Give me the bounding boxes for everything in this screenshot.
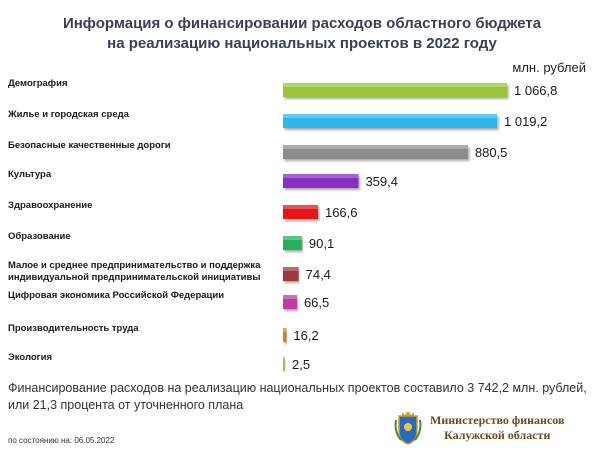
value-label: 90,1 xyxy=(309,236,334,251)
unit-label: млн. рублей xyxy=(512,60,586,75)
summary-text: Финансирование расходов на реализацию на… xyxy=(8,380,598,414)
chart-title-line-1: Информация о финансировании расходов обл… xyxy=(62,15,542,32)
bar xyxy=(283,295,297,309)
value-label: 74,4 xyxy=(306,267,331,282)
category-label: Цифровая экономика Российской Федерации xyxy=(8,290,224,301)
bar xyxy=(283,357,285,371)
summary-line-1: Финансирование расходов на реализацию на… xyxy=(8,381,587,395)
bar xyxy=(283,328,287,342)
bar-highlight xyxy=(283,295,297,299)
bar-highlight xyxy=(283,83,507,87)
category-label: Производительность труда xyxy=(8,323,139,334)
bar-highlight xyxy=(283,328,287,332)
bar xyxy=(283,83,507,97)
category-label: Малое и среднее предпринимательство и по… xyxy=(8,260,261,283)
bar-highlight xyxy=(283,145,468,149)
bar xyxy=(283,236,302,250)
ministry-name: Министерство финансов Калужской области xyxy=(430,413,564,443)
as-of-date: по состоянию на: 06.05.2022 xyxy=(8,436,115,445)
bar xyxy=(283,174,359,188)
bar xyxy=(283,145,468,159)
bar-highlight xyxy=(283,205,318,209)
value-label: 1 066,8 xyxy=(514,83,557,98)
value-label: 166,6 xyxy=(325,205,358,220)
summary-line-2: или 21,3 процента от уточненного плана xyxy=(8,398,244,412)
category-label: Безопасные качественные дороги xyxy=(8,140,171,151)
bar xyxy=(283,114,498,128)
category-label: Экология xyxy=(8,352,52,363)
bar-chart: Демография 1 066,8 Жилье и городская среда… xyxy=(7,78,557,372)
chart-title-line-2: на реализацию национальных проектов в 20… xyxy=(107,35,497,52)
category-label: Культура xyxy=(8,169,52,180)
ministry-line-1: Министерство финансов xyxy=(430,413,565,427)
bar xyxy=(283,205,318,219)
ministry-line-2: Калужской области xyxy=(444,428,551,442)
value-label: 880,5 xyxy=(475,145,508,160)
value-label: 1 019,2 xyxy=(504,114,547,129)
value-label: 66,5 xyxy=(304,295,329,310)
category-label: Жилье и городская среда xyxy=(7,109,130,120)
value-label: 359,4 xyxy=(365,174,398,189)
category-label: Образование xyxy=(8,231,71,242)
value-label: 16,2 xyxy=(293,328,318,343)
chart-title: Информация о финансировании расходов обл… xyxy=(0,14,604,54)
bar-highlight xyxy=(283,267,299,271)
bar-highlight xyxy=(283,236,302,240)
bar-highlight xyxy=(283,357,285,361)
bar xyxy=(283,267,299,281)
kaluga-coat-of-arms-icon xyxy=(394,411,422,445)
category-label: Демография xyxy=(8,78,68,89)
value-label: 2,5 xyxy=(292,357,310,372)
bar-highlight xyxy=(283,174,359,178)
category-label: Здравоохранение xyxy=(8,200,92,211)
bar-highlight xyxy=(283,114,498,118)
